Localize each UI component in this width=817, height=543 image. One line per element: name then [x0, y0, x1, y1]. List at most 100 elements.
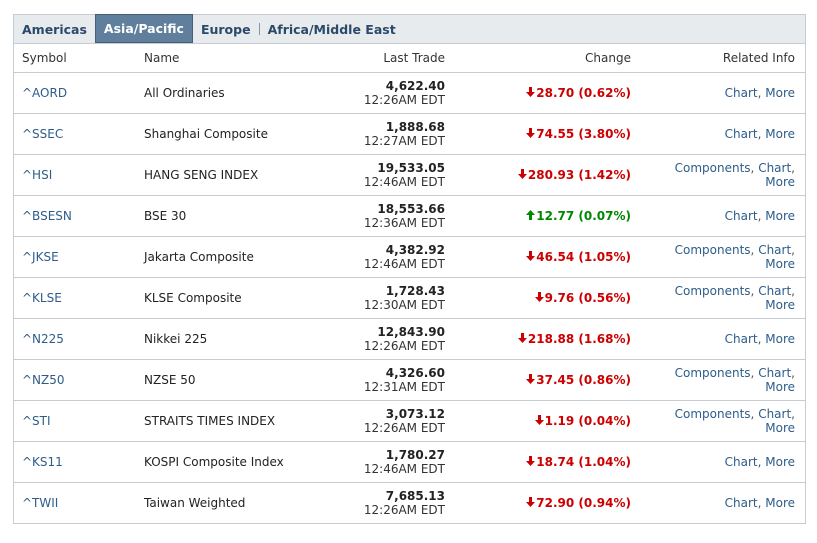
market-indices-panel: Americas Asia/Pacific Europe Africa/Midd…: [13, 14, 806, 524]
symbol-link[interactable]: ^SSEC: [22, 127, 64, 141]
tab-americas[interactable]: Americas: [22, 21, 87, 37]
change-cell: 12.77 (0.07%): [453, 195, 643, 237]
last-trade-cell: 4,382.92 12:46AM EDT: [312, 236, 453, 278]
link-separator: ,: [757, 209, 766, 223]
header-related-info: Related Info: [643, 44, 805, 73]
more-link[interactable]: More: [765, 257, 795, 271]
last-price: 1,780.27: [385, 448, 445, 462]
symbol-link[interactable]: ^BSESN: [22, 209, 72, 223]
last-price: 4,326.60: [385, 366, 445, 380]
tab-divider: [258, 23, 260, 35]
name-cell: BSE 30: [128, 195, 312, 237]
change-value: 9.76 (0.56%): [544, 291, 631, 305]
chart-link[interactable]: Chart: [724, 332, 758, 346]
related-info-cell: Chart, More: [643, 483, 805, 524]
link-separator: ,: [791, 366, 795, 380]
chart-link[interactable]: Chart: [724, 127, 758, 141]
symbol-link[interactable]: ^STI: [22, 414, 51, 428]
last-trade-cell: 7,685.13 12:26AM EDT: [312, 483, 453, 524]
arrow-down-icon: [526, 127, 536, 141]
name-cell: All Ordinaries: [128, 72, 312, 114]
more-link[interactable]: More: [765, 421, 795, 435]
change-value: 280.93 (1.42%): [527, 168, 631, 182]
more-link[interactable]: More: [765, 496, 795, 510]
symbol-link[interactable]: ^KS11: [22, 455, 63, 469]
components-link[interactable]: Components: [674, 407, 751, 421]
chart-link[interactable]: Chart: [758, 243, 792, 257]
symbol-link[interactable]: ^TWII: [22, 496, 59, 510]
last-trade-cell: 18,553.66 12:36AM EDT: [312, 195, 453, 237]
table-row: ^STI STRAITS TIMES INDEX 3,073.12 12:26AM E…: [14, 400, 805, 442]
last-trade-cell: 4,326.60 12:31AM EDT: [312, 359, 453, 401]
related-info-cell: Chart, More: [643, 72, 805, 114]
arrow-down-icon: [517, 168, 527, 182]
change-cell: 28.70 (0.62%): [453, 72, 643, 114]
link-separator: ,: [791, 161, 795, 175]
last-price: 1,728.43: [385, 284, 445, 298]
more-link[interactable]: More: [765, 175, 795, 189]
more-link[interactable]: More: [765, 127, 795, 141]
change-cell: 280.93 (1.42%): [453, 154, 643, 196]
symbol-link[interactable]: ^KLSE: [22, 291, 62, 305]
tab-asia-pacific[interactable]: Asia/Pacific: [94, 14, 193, 43]
related-info-cell: Chart, More: [643, 195, 805, 237]
components-link[interactable]: Components: [674, 161, 751, 175]
arrow-down-icon: [526, 455, 536, 469]
tab-europe[interactable]: Europe: [200, 21, 251, 37]
chart-link[interactable]: Chart: [724, 209, 758, 223]
last-price: 4,622.40: [385, 79, 445, 93]
related-info-cell: Chart, More: [643, 318, 805, 360]
link-separator: ,: [757, 496, 766, 510]
components-link[interactable]: Components: [674, 366, 751, 380]
symbol-link[interactable]: ^AORD: [22, 86, 68, 100]
table-header-row: Symbol Name Last Trade Change Related In…: [14, 44, 805, 73]
more-link[interactable]: More: [765, 86, 795, 100]
more-link[interactable]: More: [765, 298, 795, 312]
symbol-link[interactable]: ^NZ50: [22, 373, 65, 387]
symbol-link[interactable]: ^JKSE: [22, 250, 59, 264]
components-link[interactable]: Components: [674, 243, 751, 257]
name-cell: Nikkei 225: [128, 318, 312, 360]
indices-table: Symbol Name Last Trade Change Related In…: [14, 44, 805, 523]
chart-link[interactable]: Chart: [724, 455, 758, 469]
change-value: 72.90 (0.94%): [536, 496, 631, 510]
last-trade-cell: 3,073.12 12:26AM EDT: [312, 400, 453, 442]
change-value: 1.19 (0.04%): [544, 414, 631, 428]
table-row: ^KS11 KOSPI Composite Index 1,780.27 12:46A…: [14, 441, 805, 483]
trade-time: 12:46AM EDT: [363, 257, 445, 271]
tab-africa-middle-east[interactable]: Africa/Middle East: [267, 21, 396, 37]
header-change: Change: [453, 44, 643, 73]
symbol-link[interactable]: ^HSI: [22, 168, 53, 182]
arrow-down-icon: [517, 332, 527, 346]
symbol-link[interactable]: ^N225: [22, 332, 64, 346]
last-price: 19,533.05: [377, 161, 445, 175]
symbol-cell: ^KLSE: [14, 277, 128, 319]
more-link[interactable]: More: [765, 332, 795, 346]
more-link[interactable]: More: [765, 380, 795, 394]
chart-link[interactable]: Chart: [724, 496, 758, 510]
table-row: ^TWII Taiwan Weighted 7,685.13 12:26AM EDT 7…: [14, 483, 805, 524]
change-cell: 1.19 (0.04%): [453, 400, 643, 442]
chart-link[interactable]: Chart: [758, 284, 792, 298]
arrow-up-icon: [526, 209, 536, 223]
more-link[interactable]: More: [765, 209, 795, 223]
trade-time: 12:26AM EDT: [363, 421, 445, 435]
chart-link[interactable]: Chart: [758, 407, 792, 421]
last-price: 4,382.92: [385, 243, 445, 257]
change-cell: 74.55 (3.80%): [453, 113, 643, 155]
chart-link[interactable]: Chart: [758, 161, 792, 175]
table-row: ^JKSE Jakarta Composite 4,382.92 12:46AM ED…: [14, 236, 805, 278]
more-link[interactable]: More: [765, 455, 795, 469]
components-link[interactable]: Components: [674, 284, 751, 298]
link-separator: ,: [791, 243, 795, 257]
trade-time: 12:31AM EDT: [363, 380, 445, 394]
symbol-cell: ^TWII: [14, 483, 128, 524]
symbol-cell: ^JKSE: [14, 236, 128, 278]
related-info-cell: Components, Chart, More: [643, 236, 805, 278]
link-separator: ,: [750, 161, 759, 175]
chart-link[interactable]: Chart: [724, 86, 758, 100]
arrow-down-icon: [526, 496, 536, 510]
table-row: ^HSI HANG SENG INDEX 19,533.05 12:46AM EDT 2…: [14, 154, 805, 196]
chart-link[interactable]: Chart: [758, 366, 792, 380]
table-body: ^AORD All Ordinaries 4,622.40 12:26AM EDT 28…: [14, 72, 805, 524]
